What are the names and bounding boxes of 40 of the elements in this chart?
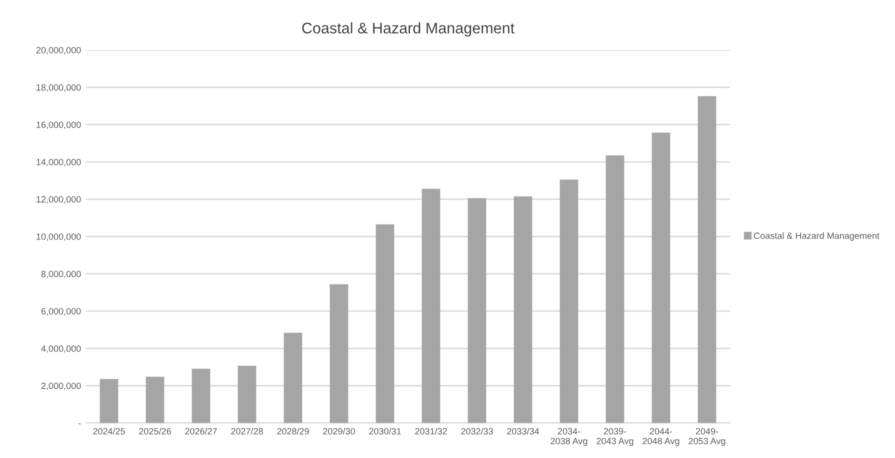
bar <box>330 284 348 423</box>
x-tick-label: 2029/30 <box>323 428 355 434</box>
legend-label: Coastal & Hazard Management <box>754 232 880 241</box>
y-tick-label: 4,000,000 <box>41 345 81 353</box>
x-tick-label: 2033/34 <box>507 428 540 434</box>
bar <box>284 332 302 423</box>
x-tick-label: 2034- 2038 Avg <box>550 428 588 446</box>
x-tick-label: 2027/28 <box>231 428 263 434</box>
x-tick-label: 2032/33 <box>461 428 493 434</box>
x-tick-label: 2024/25 <box>93 428 125 434</box>
y-tick-label: 18,000,000 <box>36 84 81 92</box>
chart-title: Coastal & Hazard Management <box>302 22 514 37</box>
bar <box>606 155 624 423</box>
y-tick-label: 6,000,000 <box>41 308 81 316</box>
bar <box>376 224 394 423</box>
y-tick-label: 2,000,000 <box>41 382 81 390</box>
x-tick-label: 2044- 2048 Avg <box>642 428 680 446</box>
bar <box>560 180 578 423</box>
y-tick-label: 20,000,000 <box>36 46 81 54</box>
y-tick-label: 14,000,000 <box>36 158 81 166</box>
x-tick-label: 2031/32 <box>415 428 447 434</box>
y-tick-label: 10,000,000 <box>36 233 81 241</box>
y-tick-label: 16,000,000 <box>36 122 81 130</box>
y-tick-label: 8,000,000 <box>41 270 81 278</box>
bar <box>422 188 440 423</box>
x-tick-label: 2026/27 <box>185 428 217 434</box>
bar <box>238 366 256 423</box>
bar <box>514 196 532 423</box>
bar <box>468 198 486 423</box>
x-tick-label: 2030/31 <box>369 428 401 434</box>
x-tick-label: 2028/29 <box>277 428 309 434</box>
bar <box>100 378 118 423</box>
x-tick-label: 2039- 2043 Avg <box>596 428 634 446</box>
x-tick-label: 2025/26 <box>139 428 171 434</box>
bar <box>652 132 670 423</box>
y-tick-label: 12,000,000 <box>36 196 81 204</box>
x-tick-label: 2049- 2053 Avg <box>688 428 726 446</box>
bar <box>698 96 716 423</box>
bar <box>192 368 210 423</box>
bar <box>146 376 164 423</box>
